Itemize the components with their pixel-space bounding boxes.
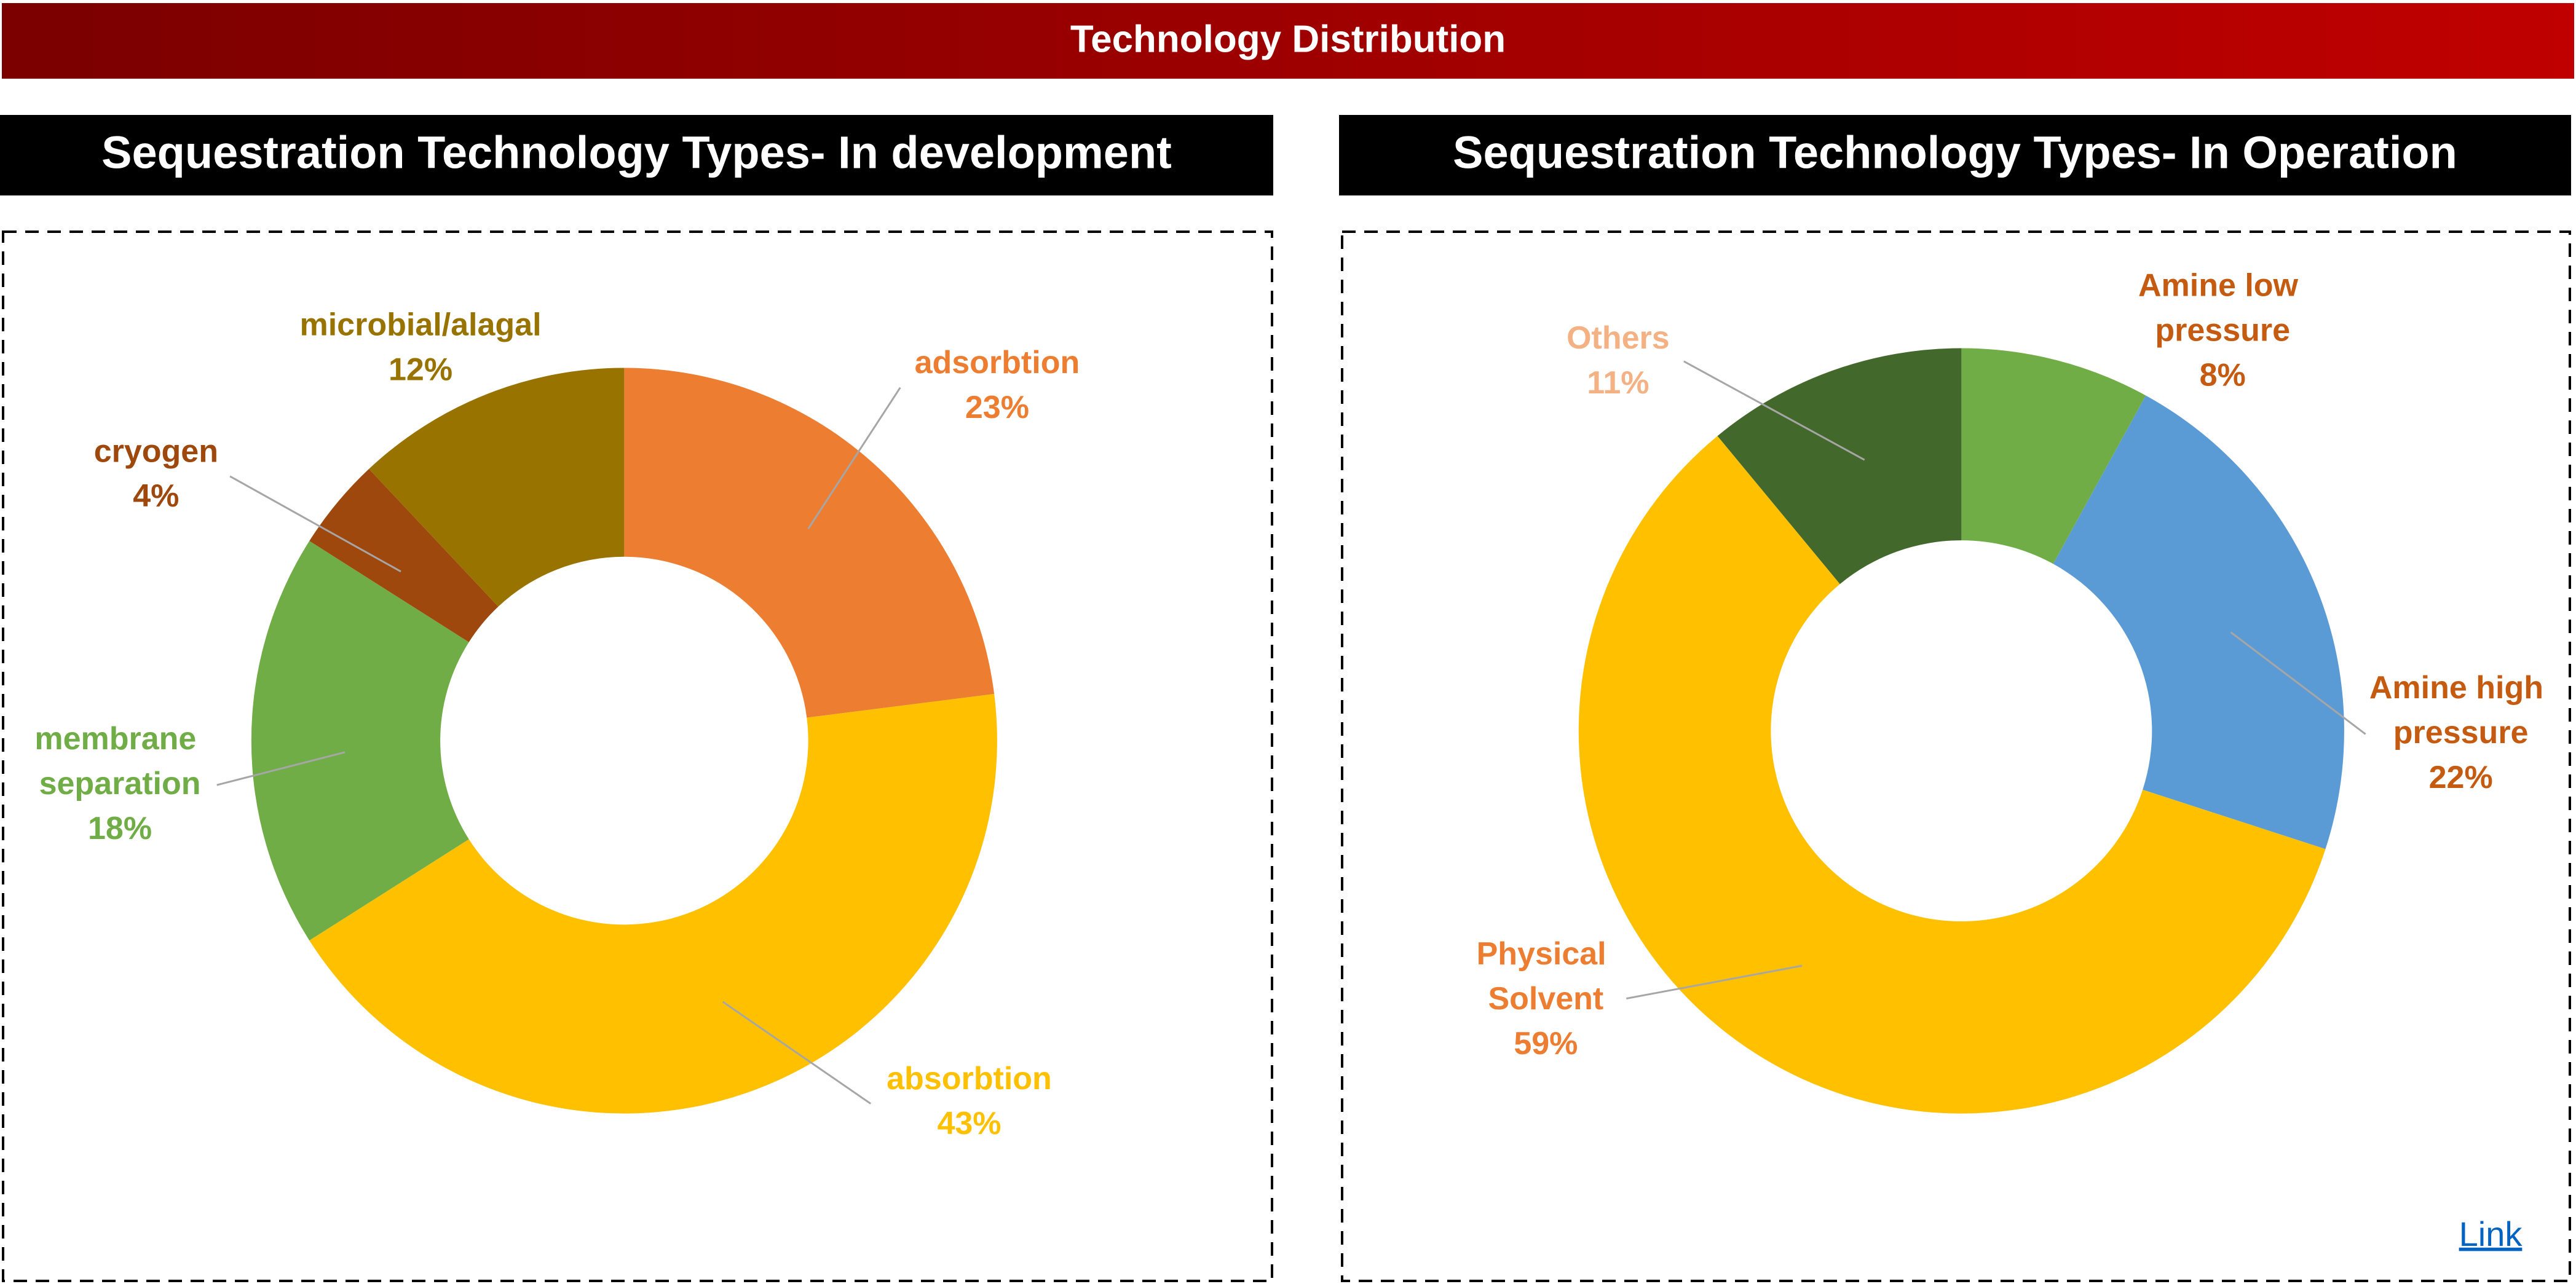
slice (1961, 348, 2146, 564)
leader-line (2230, 631, 2366, 735)
value-label: 11% (1587, 365, 1649, 401)
slice-label: Physical Solvent (1477, 936, 1615, 1017)
slice-label: Others (1567, 320, 1670, 356)
value-label: 59% (1514, 1026, 1578, 1061)
chart-title: Sequestration Technology Types- In Opera… (1453, 127, 2457, 178)
value-label: 8% (2200, 357, 2246, 393)
page-title: Technology Distribution (1070, 18, 1506, 60)
leader-line (722, 1001, 872, 1105)
leader-line (1683, 360, 1865, 461)
value-label: 4% (133, 478, 179, 514)
value-label: 23% (965, 390, 1029, 425)
slice (1578, 436, 2326, 1114)
leader-line (807, 387, 901, 530)
value-label: 22% (2429, 760, 2493, 795)
value-label: 43% (937, 1106, 1001, 1141)
slice-label: cryogen (94, 433, 218, 469)
slice (369, 368, 625, 607)
link[interactable]: Link (2459, 1215, 2523, 1253)
value-label: 12% (389, 352, 452, 387)
panel-frame (2, 230, 1273, 1282)
banner (2, 3, 2574, 79)
value-label: 18% (88, 811, 152, 846)
chart-title: Sequestration Technology Types- In devel… (101, 127, 1172, 178)
leader-line (1626, 964, 1803, 1000)
slice-label: Amine low pressure (2138, 267, 2307, 348)
slice (1717, 348, 1962, 585)
slice-label: adsorbtion (915, 345, 1080, 380)
slice (2053, 395, 2344, 849)
slice (309, 468, 499, 642)
panel-header (1339, 115, 2571, 195)
panel-header (0, 115, 1273, 195)
slice-label: Amine high pressure (2369, 670, 2553, 750)
slice-label: membrane separation (34, 721, 205, 802)
panel-frame (1341, 230, 2571, 1282)
slice (624, 368, 995, 718)
slice-label: microbial/alagal (300, 307, 542, 342)
leader-line (216, 751, 346, 786)
leader-line (229, 475, 401, 573)
slice (251, 541, 469, 941)
slice-label: absorbtion (887, 1061, 1052, 1097)
slice (309, 694, 997, 1114)
